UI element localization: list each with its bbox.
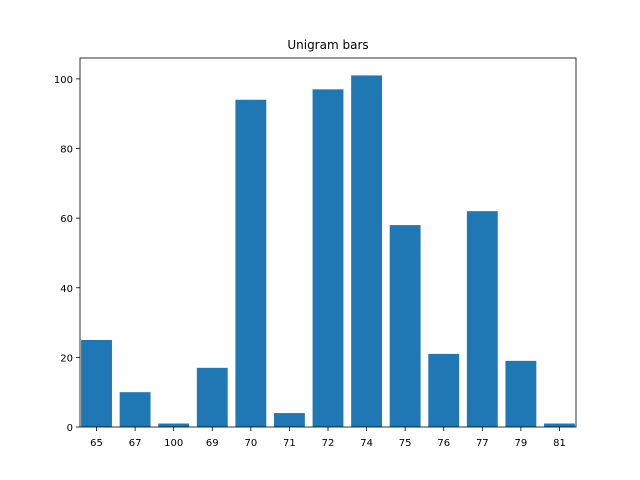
x-tick-label: 67 <box>129 438 142 449</box>
y-tick-label: 40 <box>60 284 73 295</box>
x-tick-label: 69 <box>206 438 219 449</box>
plot-area: 65 67 100 69 70 71 72 74 75 76 77 79 81 0 20 40 60 80 100 <box>54 57 577 449</box>
y-tick-label: 60 <box>60 214 73 225</box>
bar <box>273 413 305 427</box>
bar <box>428 353 460 427</box>
x-tick-label: 81 <box>553 438 566 449</box>
x-tick-label: 75 <box>399 438 412 449</box>
bar <box>235 99 267 427</box>
bar <box>389 225 421 427</box>
x-tick-label: 70 <box>244 438 257 449</box>
bar <box>158 423 190 427</box>
bar <box>312 89 344 427</box>
y-tick-label: 20 <box>60 353 73 364</box>
y-tick-label: 0 <box>67 423 73 434</box>
x-tick-label: 100 <box>164 438 183 449</box>
bar <box>544 423 575 427</box>
y-tick-label: 80 <box>60 145 73 156</box>
y-tick-label: 100 <box>54 75 73 86</box>
bar <box>505 360 537 427</box>
x-tick-label: 65 <box>90 438 103 449</box>
bar <box>196 367 228 427</box>
bar <box>466 211 498 427</box>
x-tick-label: 76 <box>437 438 450 449</box>
bar <box>81 339 112 427</box>
x-tick-label: 77 <box>476 438 489 449</box>
x-tick-label: 72 <box>322 438 335 449</box>
chart-title: Unigram bars <box>287 38 368 52</box>
x-tick-label: 74 <box>360 438 373 449</box>
x-tick-label: 79 <box>515 438 528 449</box>
bar <box>351 75 383 427</box>
bar <box>119 392 151 427</box>
x-tick-label: 71 <box>283 438 296 449</box>
